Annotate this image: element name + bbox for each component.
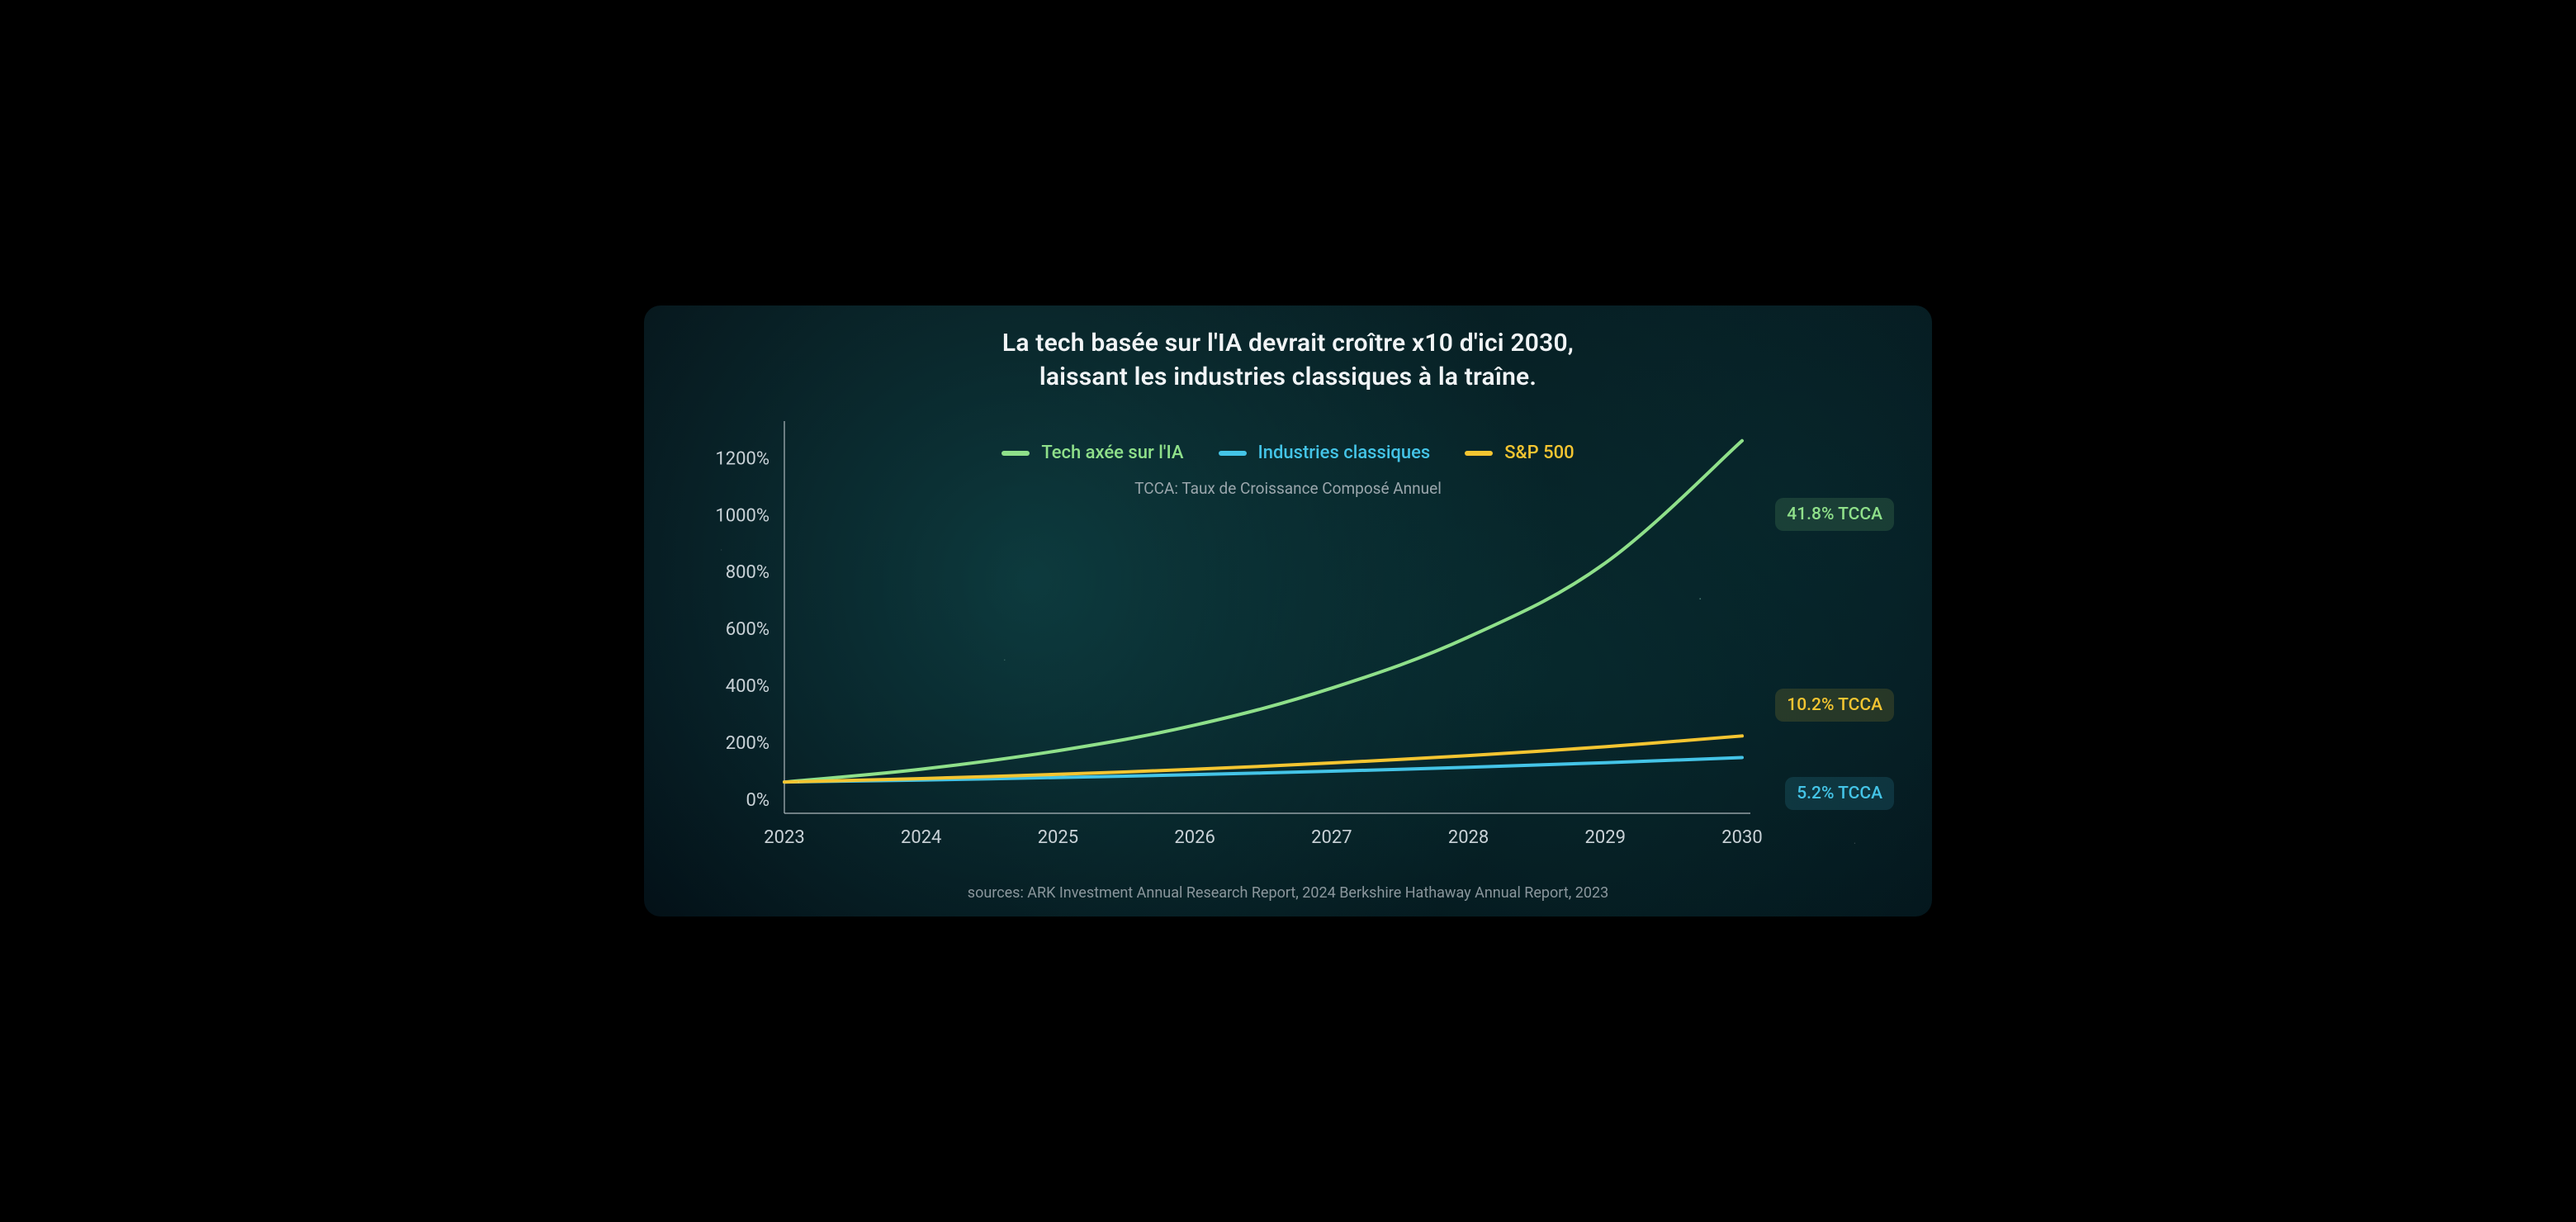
x-tick-label: 2029	[1585, 827, 1626, 848]
series-line-ai	[784, 441, 1742, 782]
series-line-sp500	[784, 736, 1742, 782]
series-badge-classic: 5.2% TCCA	[1785, 777, 1894, 810]
x-tick-label: 2024	[901, 827, 941, 848]
x-tick-label: 2026	[1174, 827, 1215, 848]
y-tick-label: 0%	[746, 790, 769, 811]
y-tick-label: 600%	[726, 619, 769, 640]
title-line-1: La tech basée sur l'IA devrait croître x…	[1002, 329, 1574, 358]
chart-card: La tech basée sur l'IA devrait croître x…	[644, 306, 1932, 916]
x-tick-label: 2030	[1721, 827, 1762, 848]
series-badge-ai: 41.8% TCCA	[1775, 498, 1894, 531]
y-tick-label: 1200%	[715, 448, 769, 469]
x-tick-label: 2023	[764, 827, 804, 848]
y-tick-label: 400%	[726, 676, 769, 697]
x-tick-label: 2028	[1448, 827, 1489, 848]
y-tick-label: 800%	[726, 562, 769, 583]
x-tick-label: 2025	[1038, 827, 1078, 848]
series-badge-sp500: 10.2% TCCA	[1775, 689, 1894, 722]
y-tick-label: 200%	[726, 733, 769, 754]
title-line-2: laissant les industries classiques à la …	[1039, 362, 1537, 391]
chart-sources: sources: ARK Investment Annual Research …	[644, 884, 1932, 902]
x-tick-label: 2027	[1311, 827, 1352, 848]
y-tick-label: 1000%	[715, 505, 769, 526]
chart-svg: 0% 200% 400% 600% 800% 1000% 1200% 2023 2024 2025…	[694, 429, 1882, 859]
chart-title: La tech basée sur l'IA devrait croître x…	[644, 327, 1932, 394]
chart-plot: 0% 200% 400% 600% 800% 1000% 1200% 2023 2024 2025…	[694, 429, 1882, 859]
